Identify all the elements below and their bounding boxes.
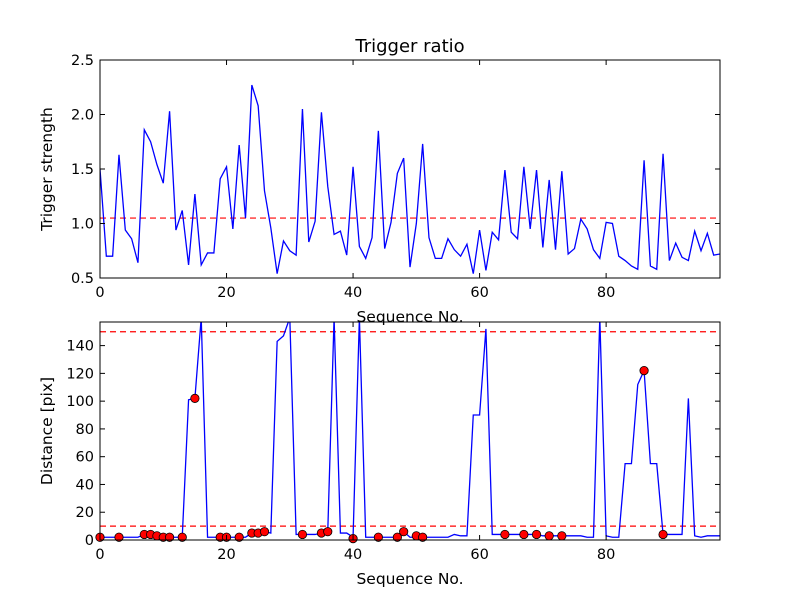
top-y-tick-label-1: 1.0 (71, 217, 94, 233)
bottom-y-tick-label-7: 140 (66, 339, 94, 355)
bottom-marker-15 (297, 529, 308, 540)
top-series-line (100, 84, 720, 274)
bottom-marker-17 (323, 527, 333, 537)
distance-panel: 0 20 40 60 80 0 20 40 60 80 100 120 140 Sequence No. D… (38, 321, 721, 588)
bottom-marker-30 (658, 529, 668, 540)
bottom-x-tick-label-0: 0 (95, 547, 104, 563)
top-y-tick-label-0: 0.5 (71, 271, 94, 287)
top-x-tick-label-4: 80 (597, 285, 615, 301)
bottom-y-tick-label-6: 120 (66, 366, 94, 382)
bottom-y-tick-label-4: 80 (76, 422, 94, 438)
top-y-axis-label: Trigger strength (38, 107, 56, 232)
bottom-x-tick-label-1: 20 (217, 547, 235, 563)
bottom-marker-20 (392, 532, 402, 542)
top-y-tick-label-3: 2.0 (71, 108, 94, 124)
top-x-tick-label-3: 60 (470, 285, 488, 301)
bottom-marker-8 (190, 393, 200, 403)
bottom-marker-14 (259, 527, 270, 537)
bottom-y-tick-label-5: 100 (66, 394, 94, 410)
top-x-tick-label-1: 20 (217, 285, 235, 301)
bottom-marker-1 (114, 532, 124, 542)
bottom-marker-24 (500, 529, 510, 540)
bottom-marker-29 (639, 365, 649, 376)
bottom-y-axis-label: Distance [pix] (38, 377, 56, 485)
top-y-tick-label-2: 1.5 (71, 162, 94, 178)
top-x-tick-label-2: 40 (344, 285, 362, 301)
bottom-x-tick-label-3: 60 (470, 547, 488, 563)
bottom-y-tick-label-2: 40 (76, 477, 94, 493)
bottom-marker-6 (164, 532, 175, 542)
bottom-marker-23 (418, 532, 428, 542)
top-y-tick-label-4: 2.5 (71, 53, 94, 69)
bottom-x-tick-label-4: 80 (597, 547, 615, 563)
bottom-marker-25 (519, 529, 529, 540)
bottom-y-tick-label-1: 20 (76, 505, 94, 521)
top-x-axis-label: Sequence No. (356, 308, 463, 326)
bottom-marker-26 (531, 529, 542, 540)
bottom-marker-7 (177, 532, 187, 542)
bottom-y-tick-label-0: 0 (85, 533, 94, 549)
bottom-y-tick-label-3: 60 (76, 450, 94, 466)
bottom-marker-27 (544, 531, 554, 541)
bottom-marker-28 (557, 531, 567, 541)
bottom-x-axis-label: Sequence No. (356, 570, 463, 588)
top-chart-title: Trigger ratio (354, 36, 464, 57)
top-x-tick-label-0: 0 (95, 285, 104, 301)
trigger-ratio-panel: 0 20 40 60 80 0.5 1.0 1.5 2.0 2.5 Sequence No. Trig… (38, 36, 721, 326)
bottom-marker-11 (234, 532, 244, 542)
bottom-marker-21 (399, 527, 409, 537)
bottom-x-tick-label-2: 40 (344, 547, 362, 563)
bottom-marker-19 (373, 532, 383, 542)
bottom-series-line (100, 322, 720, 539)
bottom-axes-frame (99, 321, 721, 541)
